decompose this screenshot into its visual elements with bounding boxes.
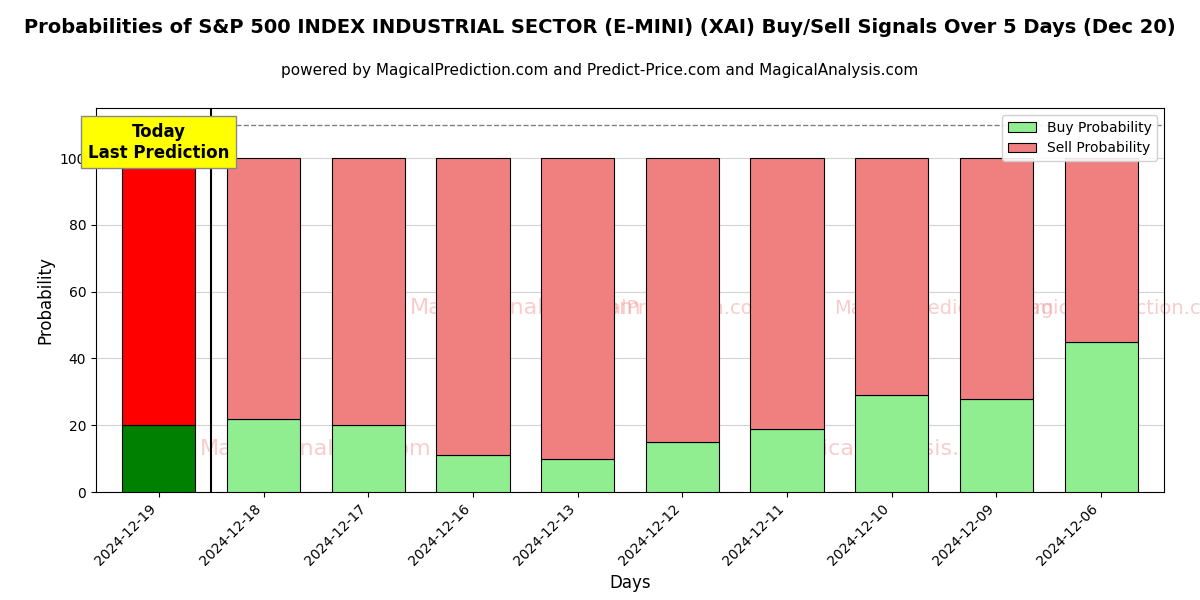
Bar [750,428,823,492]
Bar [227,419,300,492]
Bar [856,395,929,492]
Y-axis label: Probability: Probability [36,256,54,344]
Bar [437,455,510,492]
Legend: Buy Probability, Sell Probability: Buy Probability, Sell Probability [1002,115,1157,161]
Text: MagicalAnalysis.com: MagicalAnalysis.com [776,439,1008,458]
Text: MagicalPrediction.com: MagicalPrediction.com [1013,299,1200,318]
Bar [122,425,196,492]
X-axis label: Days: Days [610,574,650,592]
Bar [960,398,1033,492]
Text: MagicalAnalysis.com: MagicalAnalysis.com [200,439,432,458]
Bar [541,158,614,458]
Bar [1064,158,1138,342]
Bar [1064,342,1138,492]
Text: MagicalAnalysis.com: MagicalAnalysis.com [409,298,641,319]
Bar [960,158,1033,398]
Bar [750,158,823,428]
Text: powered by MagicalPrediction.com and Predict-Price.com and MagicalAnalysis.com: powered by MagicalPrediction.com and Pre… [281,63,919,78]
Bar [227,158,300,419]
Bar [331,158,404,425]
Text: MagicalPrediction.com: MagicalPrediction.com [552,299,772,318]
Bar [646,442,719,492]
Bar [122,158,196,425]
Bar [856,158,929,395]
Bar [331,425,404,492]
Text: Probabilities of S&P 500 INDEX INDUSTRIAL SECTOR (E-MINI) (XAI) Buy/Sell Signals: Probabilities of S&P 500 INDEX INDUSTRIA… [24,18,1176,37]
Bar [437,158,510,455]
Text: MagicalPrediction.com: MagicalPrediction.com [834,299,1054,318]
Bar [646,158,719,442]
Bar [541,458,614,492]
Text: Today
Last Prediction: Today Last Prediction [88,123,229,162]
